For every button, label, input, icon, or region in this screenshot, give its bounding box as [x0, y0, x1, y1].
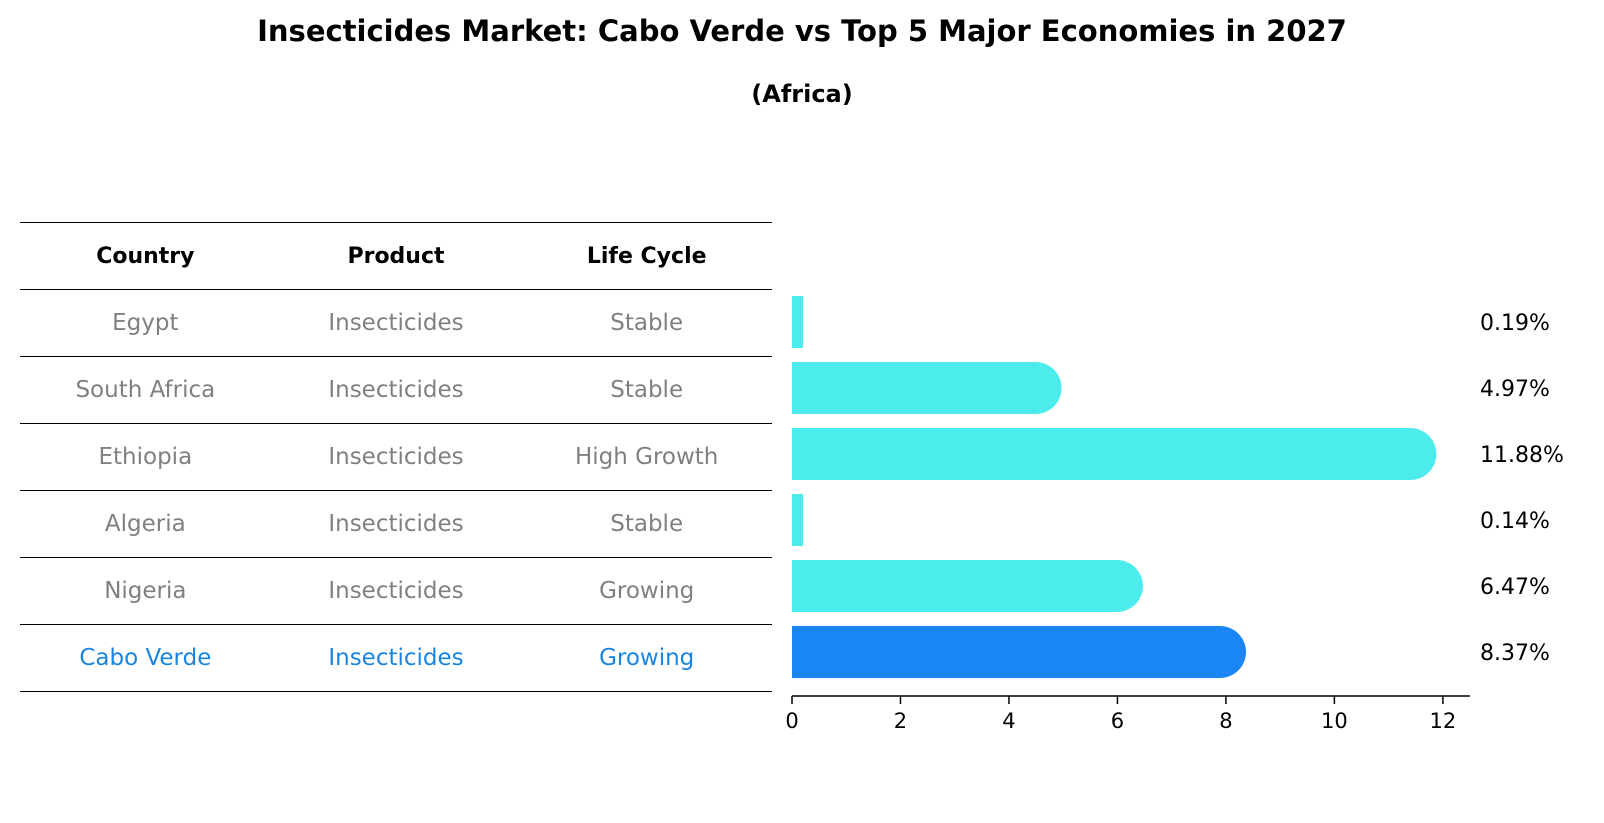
bar-value-label: 8.37% — [1480, 641, 1550, 666]
cell-life-cycle: Growing — [599, 578, 695, 604]
bar-value-label: 0.19% — [1480, 311, 1550, 336]
cell-country: Egypt — [112, 310, 179, 336]
cell-life-cycle: Stable — [610, 511, 684, 537]
table-row: South Africa Insecticides Stable — [20, 356, 772, 423]
cell-product: Insecticides — [328, 377, 464, 403]
data-table: Country Product Life Cycle Egypt Insecti… — [20, 222, 772, 692]
bar — [792, 428, 1437, 480]
chart-subtitle: (Africa) — [751, 80, 853, 108]
cell-product: Insecticides — [328, 645, 464, 671]
cell-country: South Africa — [75, 377, 216, 403]
x-tick-label: 2 — [894, 709, 907, 733]
cell-life-cycle: Stable — [610, 310, 684, 336]
cell-product: Insecticides — [328, 444, 464, 470]
table-row-highlight: Cabo Verde Insecticides Growing — [20, 624, 772, 692]
table-row: Algeria Insecticides Stable — [20, 490, 772, 557]
cell-life-cycle: Growing — [599, 645, 695, 671]
x-tick-label: 12 — [1430, 709, 1457, 733]
table-row: Egypt Insecticides Stable — [20, 289, 772, 356]
x-tick-label: 4 — [1002, 709, 1015, 733]
cell-product: Insecticides — [328, 578, 464, 604]
header-country: Country — [96, 243, 195, 269]
table-row: Nigeria Insecticides Growing — [20, 557, 772, 624]
cell-country: Algeria — [104, 511, 186, 537]
bar — [792, 560, 1143, 612]
bar-value-label: 6.47% — [1480, 575, 1550, 600]
bar-value-label: 4.97% — [1480, 377, 1550, 402]
bar — [792, 494, 803, 546]
x-tick-label: 6 — [1111, 709, 1124, 733]
bar — [792, 362, 1062, 414]
bar — [792, 626, 1246, 678]
x-tick-label: 0 — [785, 709, 798, 733]
cell-country: Cabo Verde — [79, 645, 212, 671]
chart-title: Insecticides Market: Cabo Verde vs Top 5… — [257, 14, 1347, 48]
cell-country: Nigeria — [104, 578, 187, 604]
header-product: Product — [347, 243, 445, 269]
bar-value-label: 0.14% — [1480, 509, 1550, 534]
x-tick-label: 8 — [1219, 709, 1232, 733]
cell-life-cycle: High Growth — [574, 444, 719, 470]
table-header-row: Country Product Life Cycle — [20, 222, 772, 289]
table-row: Ethiopia Insecticides High Growth — [20, 423, 772, 490]
cell-country: Ethiopia — [98, 444, 193, 470]
header-life-cycle: Life Cycle — [586, 243, 707, 269]
cell-life-cycle: Stable — [610, 377, 684, 403]
bar-value-label: 11.88% — [1480, 443, 1564, 468]
bar — [792, 296, 803, 348]
cell-product: Insecticides — [328, 310, 464, 336]
x-tick-label: 10 — [1321, 709, 1348, 733]
cell-product: Insecticides — [328, 511, 464, 537]
